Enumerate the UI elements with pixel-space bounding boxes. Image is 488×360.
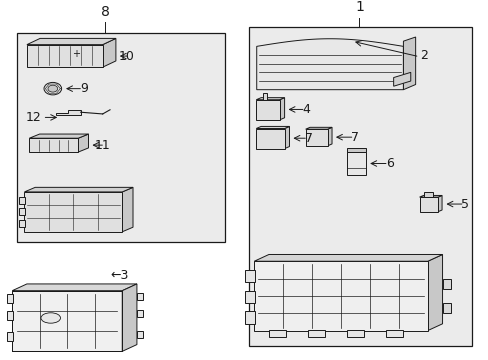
Polygon shape <box>256 39 403 90</box>
Bar <box>423 192 432 197</box>
Bar <box>27 45 102 67</box>
Polygon shape <box>12 284 137 291</box>
Bar <box>307 330 325 337</box>
Polygon shape <box>327 127 331 146</box>
Bar <box>268 330 285 337</box>
Text: 2: 2 <box>420 49 427 62</box>
Bar <box>7 311 13 320</box>
Text: 9: 9 <box>80 82 88 95</box>
Polygon shape <box>437 195 441 212</box>
Bar <box>263 94 266 100</box>
Polygon shape <box>346 148 365 152</box>
Bar <box>24 192 122 232</box>
Polygon shape <box>305 127 331 129</box>
Text: 7: 7 <box>305 132 312 145</box>
Polygon shape <box>256 98 284 100</box>
Text: 8: 8 <box>101 5 109 19</box>
Bar <box>19 197 25 204</box>
Ellipse shape <box>41 313 61 323</box>
Text: 7: 7 <box>351 131 359 144</box>
Text: 6: 6 <box>385 157 393 170</box>
Text: 4: 4 <box>302 103 310 116</box>
Polygon shape <box>24 187 133 192</box>
Polygon shape <box>427 255 442 330</box>
Bar <box>245 270 255 282</box>
Bar <box>256 129 284 149</box>
Polygon shape <box>419 195 441 197</box>
Circle shape <box>44 82 61 95</box>
Bar <box>245 311 255 324</box>
Bar <box>12 291 122 351</box>
Bar <box>17 32 224 242</box>
Bar <box>346 330 364 337</box>
Polygon shape <box>254 255 442 261</box>
Bar <box>19 208 25 215</box>
Polygon shape <box>284 126 289 149</box>
Bar <box>256 100 279 120</box>
Circle shape <box>48 85 58 92</box>
Bar <box>419 197 437 212</box>
Bar <box>386 330 403 337</box>
Bar <box>19 220 25 226</box>
Polygon shape <box>256 126 289 129</box>
Polygon shape <box>279 98 284 120</box>
Text: 11: 11 <box>94 139 110 152</box>
Polygon shape <box>122 284 137 351</box>
Polygon shape <box>27 39 116 45</box>
Bar <box>137 310 142 318</box>
Bar <box>7 332 13 341</box>
Text: 10: 10 <box>119 50 134 63</box>
Polygon shape <box>29 134 88 138</box>
Bar <box>249 27 471 346</box>
Polygon shape <box>393 72 410 86</box>
Polygon shape <box>78 134 88 152</box>
Text: +: + <box>72 49 80 59</box>
Polygon shape <box>102 39 116 67</box>
Polygon shape <box>403 37 415 90</box>
Polygon shape <box>56 110 81 114</box>
Text: 1: 1 <box>354 0 363 14</box>
Polygon shape <box>122 187 133 232</box>
Bar <box>245 291 255 303</box>
Polygon shape <box>442 279 450 289</box>
Bar <box>137 331 142 338</box>
Bar <box>137 293 142 300</box>
Bar <box>7 294 13 303</box>
Bar <box>29 138 78 152</box>
Text: 5: 5 <box>461 198 468 211</box>
Polygon shape <box>442 303 450 314</box>
Text: ←3: ←3 <box>110 269 128 282</box>
Bar <box>346 152 365 175</box>
Bar <box>254 261 427 330</box>
Text: 12: 12 <box>26 111 41 124</box>
Bar <box>305 129 327 146</box>
